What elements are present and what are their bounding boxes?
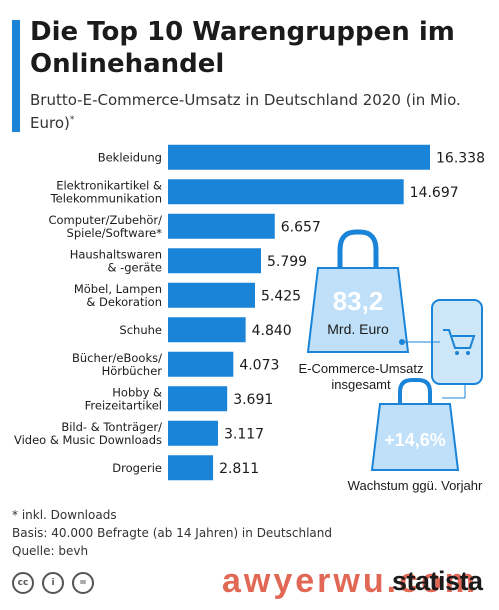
category-label-3-0: Haushaltswaren (70, 247, 162, 261)
footnote: * inkl. Downloads (12, 508, 117, 522)
value-label-3: 5.799 (267, 254, 307, 270)
value-label-7: 3.691 (233, 392, 273, 408)
footer: * inkl. Downloads Basis: 40.000 Befragte… (12, 506, 332, 560)
category-label-0-0: Bekleidung (98, 150, 162, 164)
total-caption-line1: E-Commerce-Umsatz (299, 361, 424, 376)
category-label-7-0: Hobby & (112, 385, 162, 399)
category-label-6-0: Bücher/eBooks/ (72, 351, 162, 365)
bars-layer: 16.338 Bekleidung 14.697 Elektronikartikel … (14, 144, 485, 481)
shopping-bag-icon (306, 229, 410, 353)
value-label-9: 2.811 (219, 461, 259, 477)
person-icon[interactable]: i (42, 572, 64, 594)
value-label-4: 5.425 (261, 288, 301, 304)
category-label-9-0: Drogerie (112, 461, 162, 475)
accent-bar (12, 20, 20, 132)
total-caption-line2: insgesamt (331, 377, 391, 392)
total-value: 83,2 (333, 286, 384, 316)
category-label-2-1: Spiele/Software* (67, 226, 163, 240)
statista-logo[interactable]: statista (392, 566, 483, 596)
growth-caption: Wachstum ggü. Vorjahr (348, 478, 483, 493)
bar-1 (168, 179, 404, 205)
value-label-2: 6.657 (281, 219, 321, 235)
total-unit: Mrd. Euro (327, 321, 389, 337)
subtitle-text: Brutto-E-Commerce-Umsatz in Deutschland … (30, 91, 461, 132)
bar-6 (168, 351, 234, 377)
bar-9 (168, 455, 214, 481)
value-label-0: 16.338 (436, 150, 485, 166)
license-icons: cc i = (12, 572, 94, 594)
basis-note: Basis: 40.000 Befragte (ab 14 Jahren) in… (12, 526, 332, 540)
page-title: Die Top 10 Warengruppen im Onlinehandel (30, 17, 455, 79)
bar-3 (168, 248, 261, 274)
growth-value: +14,6% (384, 430, 446, 450)
category-label-3-1: & -geräte (107, 260, 162, 274)
category-label-1-0: Elektronikartikel & (56, 178, 162, 192)
category-label-5-0: Schuhe (119, 323, 162, 337)
bar-7 (168, 386, 228, 412)
value-label-5: 4.840 (252, 323, 292, 339)
category-label-7-1: Freizeitartikel (85, 398, 162, 412)
bar-8 (168, 420, 218, 446)
growth-bag-icon (370, 378, 460, 471)
bar-0 (168, 144, 430, 170)
bar-4 (168, 282, 255, 308)
category-label-2-0: Computer/Zubehör/ (48, 213, 162, 227)
watermark: awyerwu.com (222, 562, 478, 600)
category-label-4-0: Möbel, Lampen (74, 282, 162, 296)
category-label-4-1: & Dekoration (86, 295, 162, 309)
category-label-8-0: Bild- & Tonträger/ (61, 420, 162, 434)
page-subtitle: Brutto-E-Commerce-Umsatz in Deutschland … (30, 90, 470, 133)
subtitle-mark: * (69, 115, 75, 125)
bar-5 (168, 317, 246, 343)
value-label-6: 4.073 (239, 357, 279, 373)
category-label-8-1: Video & Music Downloads (14, 433, 162, 447)
bar-2 (168, 213, 275, 239)
cc-icon[interactable]: cc (12, 572, 34, 594)
category-label-6-1: Hörbücher (102, 364, 163, 378)
source-note: Quelle: bevh (12, 544, 89, 558)
value-label-8: 3.117 (224, 426, 264, 442)
connector-lines (399, 339, 466, 399)
category-label-1-1: Telekommunikation (50, 191, 162, 205)
equals-icon[interactable]: = (72, 572, 94, 594)
value-label-1: 14.697 (410, 185, 459, 201)
